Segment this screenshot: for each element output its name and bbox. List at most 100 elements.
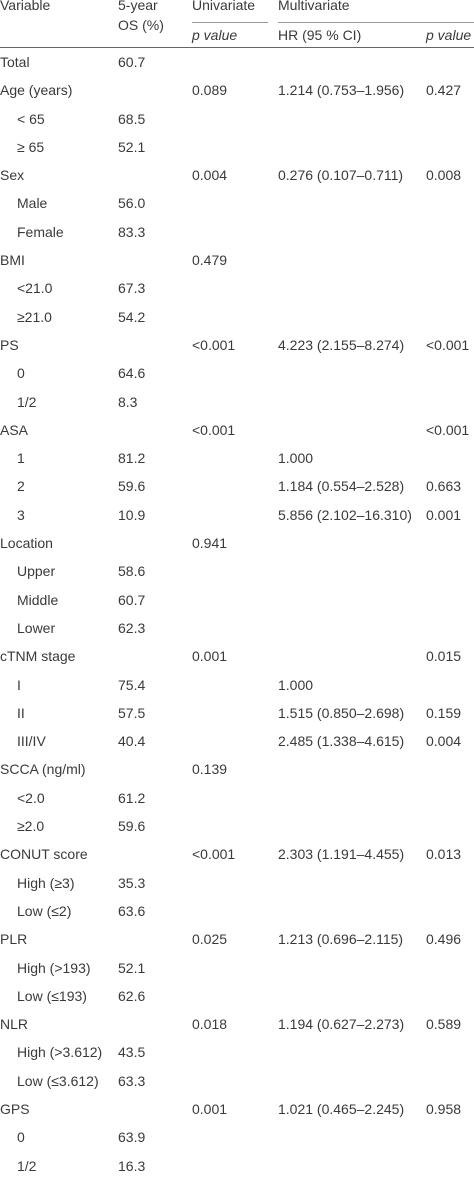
table-row: Upper 58.6 (0, 557, 474, 585)
cell-variable: High (>3.612) (17, 1044, 103, 1061)
table-row: Low (≤2) 63.6 (0, 897, 474, 925)
cell-variable: ≥ 65 (17, 138, 45, 155)
cell-os: 10.9 (118, 506, 146, 523)
cell-os: 59.6 (118, 818, 146, 835)
table-row: <2.0 61.2 (0, 784, 474, 812)
header-hr: HR (95 % CI) (278, 27, 362, 43)
cell-variable: 2 (17, 478, 25, 495)
cell-variable: Low (≤193) (17, 987, 87, 1004)
cell-variable: 1/2 (17, 393, 37, 410)
cell-multivariate-p: <0.001 (426, 421, 470, 438)
table-row: cTNM stage 0.001 0.015 (0, 642, 474, 670)
cell-hr: 1.184 (0.554–2.528) (278, 478, 405, 495)
cell-os: 54.2 (118, 308, 146, 325)
table-row: II 57.5 1.515 (0.850–2.698) 0.159 (0, 699, 474, 727)
table-row: Age (years) 0.089 1.214 (0.753–1.956) 0.427 (0, 76, 474, 104)
cell-os: 35.3 (118, 874, 146, 891)
cell-univariate-p: 0.001 (192, 1100, 228, 1117)
cell-variable: GPS (0, 1100, 30, 1117)
table-row: Female 83.3 (0, 218, 474, 246)
table-row: 1/2 8.3 (0, 388, 474, 416)
cell-hr: 2.485 (1.338–4.615) (278, 733, 405, 750)
table-row: GPS 0.001 1.021 (0.465–2.245) 0.958 (0, 1095, 474, 1123)
cell-multivariate-p: 0.013 (426, 846, 462, 863)
cell-os: 8.3 (118, 393, 138, 410)
cell-os: 52.1 (118, 959, 146, 976)
table-row: NLR 0.018 1.194 (0.627–2.273) 0.589 (0, 1010, 474, 1038)
cell-variable: Sex (0, 167, 25, 184)
table-row: 3 10.9 5.856 (2.102–16.310) 0.001 (0, 501, 474, 529)
cell-variable: BMI (0, 252, 25, 269)
table-row: <21.0 67.3 (0, 274, 474, 302)
table-row: ASA <0.001 <0.001 (0, 416, 474, 444)
cell-multivariate-p: 0.159 (426, 704, 462, 721)
cell-os: 64.6 (118, 365, 146, 382)
table-row: High (>3.612) 43.5 (0, 1038, 474, 1066)
cell-multivariate-p: 0.958 (426, 1100, 462, 1117)
cell-variable: Low (≤3.612) (17, 1072, 99, 1089)
table-row: 0 63.9 (0, 1123, 474, 1151)
cell-variable: CONUT score (0, 846, 88, 863)
table-row: Sex 0.004 0.276 (0.107–0.711) 0.008 (0, 161, 474, 189)
table-row: Low (≤3.612) 63.3 (0, 1067, 474, 1095)
cell-univariate-p: <0.001 (192, 846, 236, 863)
cell-variable: III/IV (17, 733, 46, 750)
cell-variable: Lower (17, 619, 56, 636)
cell-variable: 0 (17, 365, 25, 382)
table-row: 0 64.6 (0, 359, 474, 387)
cell-univariate-p: 0.025 (192, 931, 228, 948)
table-row: Lower 62.3 (0, 614, 474, 642)
cell-variable: Upper (17, 563, 56, 580)
cell-hr: 1.000 (278, 676, 314, 693)
cell-os: 63.6 (118, 902, 146, 919)
cell-hr: 1.213 (0.696–2.115) (278, 931, 404, 948)
table-row: High (>193) 52.1 (0, 954, 474, 982)
header-uni-p: p value (192, 27, 238, 43)
cell-variable: ≥2.0 (17, 818, 45, 835)
table-row: < 65 68.5 (0, 105, 474, 133)
cell-variable: I (17, 676, 21, 693)
table-row: Low (≤193) 62.6 (0, 982, 474, 1010)
cell-multivariate-p: 0.663 (426, 478, 462, 495)
cell-hr: 1.000 (278, 450, 314, 467)
multivariate-rule (278, 22, 474, 23)
cell-os: 63.3 (118, 1072, 146, 1089)
cell-os: 67.3 (118, 280, 146, 297)
cell-multivariate-p: 0.001 (426, 506, 462, 523)
table-row: 1 81.2 1.000 (0, 444, 474, 472)
cell-os: 40.4 (118, 733, 146, 750)
table-row: 2 59.6 1.184 (0.554–2.528) 0.663 (0, 472, 474, 500)
cell-os: 58.6 (118, 563, 146, 580)
header-multivariate: Multivariate (278, 0, 350, 13)
table-row: High (≥3) 35.3 (0, 869, 474, 897)
cell-variable: Female (17, 223, 64, 240)
cell-os: 60.7 (118, 54, 146, 70)
cell-univariate-p: 0.018 (192, 1016, 228, 1033)
cell-variable: ASA (0, 421, 29, 438)
table-row: Location 0.941 (0, 529, 474, 557)
cell-multivariate-p: 0.589 (426, 1016, 462, 1033)
cell-variable: PLR (0, 931, 28, 948)
cell-os: 63.9 (118, 1129, 146, 1146)
table-row: ≥2.0 59.6 (0, 812, 474, 840)
cell-os: 68.5 (118, 110, 146, 127)
cell-variable: 0 (17, 1129, 25, 1146)
header-variable: Variable (0, 0, 51, 13)
table-row: ≥ 65 52.1 (0, 133, 474, 161)
cell-univariate-p: <0.001 (192, 336, 236, 353)
cell-os: 75.4 (118, 676, 146, 693)
cell-variable: Male (17, 195, 48, 212)
table-row: III/IV 40.4 2.485 (1.338–4.615) 0.004 (0, 727, 474, 755)
table-row: Male 56.0 (0, 189, 474, 217)
cell-variable: Low (≤2) (17, 902, 72, 919)
cell-hr: 0.276 (0.107–0.711) (278, 167, 404, 184)
cell-os: 59.6 (118, 478, 146, 495)
cell-variable: 1 (17, 450, 25, 467)
cell-variable: NLR (0, 1016, 29, 1033)
header-multi-p: p value (426, 27, 472, 43)
table-row: Middle 60.7 (0, 586, 474, 614)
cell-hr: 2.303 (1.191–4.455) (278, 846, 405, 863)
cell-variable: Middle (17, 591, 59, 608)
table-header: Variable 5-year OS (%) Univariate Multiv… (0, 0, 474, 48)
cell-hr: 1.194 (0.627–2.273) (278, 1016, 405, 1033)
